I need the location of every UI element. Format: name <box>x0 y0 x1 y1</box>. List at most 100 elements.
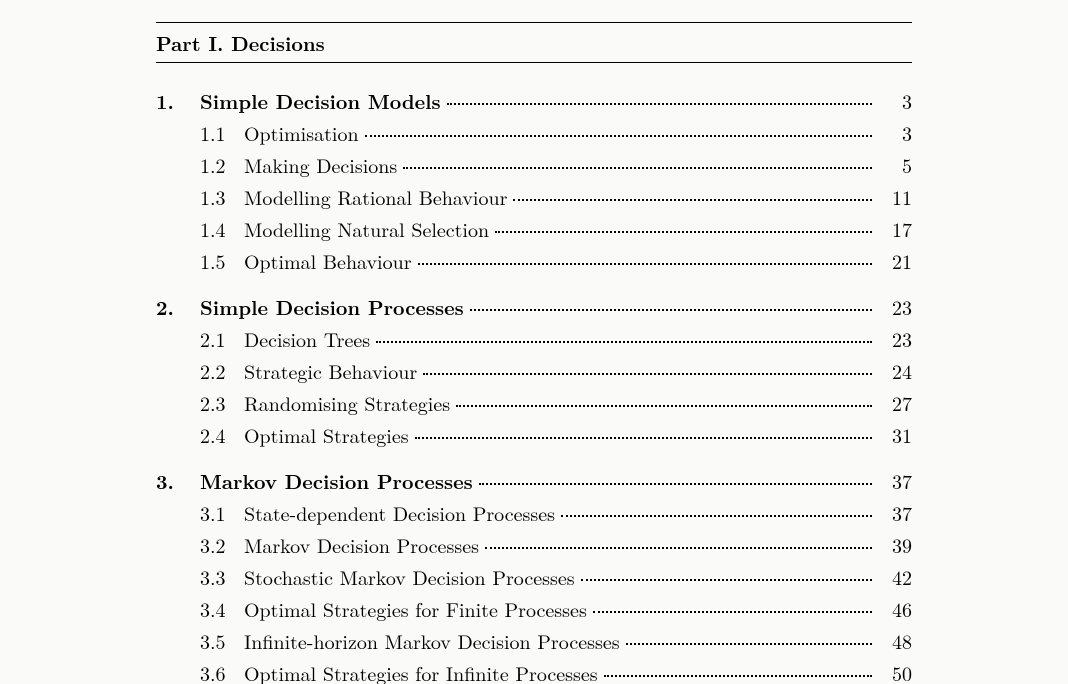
section-title: Optimisation <box>244 119 363 147</box>
section-title: Strategic Behaviour <box>244 357 421 385</box>
toc-section: 3.1State-dependent Decision Processes 37 <box>156 499 912 527</box>
section-title-wrap: Making Decisions <box>244 151 874 179</box>
dot-leader <box>513 199 872 201</box>
section-title: Making Decisions <box>244 151 401 179</box>
section-title: Optimal Strategies for Infinite Processe… <box>244 659 602 684</box>
toc-chapter: 3.Markov Decision Processes 37 <box>156 467 912 495</box>
section-number: 1.1 <box>200 119 244 147</box>
chapter-number: 2. <box>156 293 200 321</box>
dot-leader <box>456 405 872 407</box>
dot-leader <box>415 437 872 439</box>
section-number: 2.1 <box>200 325 244 353</box>
dot-leader <box>470 309 872 311</box>
toc-chapter: 2.Simple Decision Processes 23 <box>156 293 912 321</box>
section-page: 39 <box>874 531 912 559</box>
section-title-wrap: Randomising Strategies <box>244 389 874 417</box>
toc-section: 2.4Optimal Strategies 31 <box>156 421 912 449</box>
section-title: Stochastic Markov Decision Processes <box>244 563 579 591</box>
section-title-wrap: Stochastic Markov Decision Processes <box>244 563 874 591</box>
toc-section: 2.1Decision Trees 23 <box>156 325 912 353</box>
dot-leader <box>593 611 872 613</box>
section-title-wrap: Modelling Rational Behaviour <box>244 183 874 211</box>
section-page: 23 <box>874 325 912 353</box>
toc-section: 3.2Markov Decision Processes 39 <box>156 531 912 559</box>
section-number: 3.6 <box>200 659 244 684</box>
section-title: Modelling Rational Behaviour <box>244 183 511 211</box>
section-title: Randomising Strategies <box>244 389 454 417</box>
section-title-wrap: State-dependent Decision Processes <box>244 499 874 527</box>
section-title: Markov Decision Processes <box>244 531 483 559</box>
toc-section: 1.5Optimal Behaviour 21 <box>156 247 912 275</box>
dot-leader <box>365 135 872 137</box>
section-number: 1.4 <box>200 215 244 243</box>
chapter-title-wrap: Simple Decision Processes <box>200 293 874 321</box>
section-title: Optimal Behaviour <box>244 247 416 275</box>
section-title: Modelling Natural Selection <box>244 215 493 243</box>
section-number: 3.1 <box>200 499 244 527</box>
toc-section: 3.3Stochastic Markov Decision Processes … <box>156 563 912 591</box>
section-title-wrap: Modelling Natural Selection <box>244 215 874 243</box>
section-page: 42 <box>874 563 912 591</box>
dot-leader <box>447 103 872 105</box>
dot-leader <box>495 231 872 233</box>
chapter-number: 3. <box>156 467 200 495</box>
dot-leader <box>423 373 872 375</box>
section-number: 3.3 <box>200 563 244 591</box>
chapter-title-wrap: Simple Decision Models <box>200 87 874 115</box>
section-title: Optimal Strategies for Finite Processes <box>244 595 591 623</box>
section-page: 17 <box>874 215 912 243</box>
chapter-title: Simple Decision Processes <box>200 293 468 321</box>
dot-leader <box>479 483 872 485</box>
chapter-page: 3 <box>874 87 912 115</box>
section-page: 27 <box>874 389 912 417</box>
section-page: 3 <box>874 119 912 147</box>
section-title-wrap: Infinite-horizon Markov Decision Process… <box>244 627 874 655</box>
section-page: 31 <box>874 421 912 449</box>
chapter-title: Simple Decision Models <box>200 87 445 115</box>
chapter-page: 23 <box>874 293 912 321</box>
toc-body: 1.Simple Decision Models 31.1Optimisatio… <box>156 87 912 684</box>
section-number: 1.2 <box>200 151 244 179</box>
dot-leader <box>418 263 872 265</box>
section-title-wrap: Decision Trees <box>244 325 874 353</box>
section-title-wrap: Strategic Behaviour <box>244 357 874 385</box>
section-title: Infinite-horizon Markov Decision Process… <box>244 627 624 655</box>
section-title-wrap: Markov Decision Processes <box>244 531 874 559</box>
toc-chapter: 1.Simple Decision Models 3 <box>156 87 912 115</box>
chapter-number: 1. <box>156 87 200 115</box>
section-title-wrap: Optimisation <box>244 119 874 147</box>
toc-section: 2.2Strategic Behaviour 24 <box>156 357 912 385</box>
chapter-page: 37 <box>874 467 912 495</box>
section-number: 2.2 <box>200 357 244 385</box>
section-number: 3.5 <box>200 627 244 655</box>
section-number: 2.4 <box>200 421 244 449</box>
dot-leader <box>485 547 872 549</box>
section-page: 50 <box>874 659 912 684</box>
dot-leader <box>581 579 872 581</box>
section-number: 3.4 <box>200 595 244 623</box>
section-page: 46 <box>874 595 912 623</box>
chapter-title-wrap: Markov Decision Processes <box>200 467 874 495</box>
part-title: Part I. Decisions <box>156 28 325 57</box>
toc-section: 1.1Optimisation 3 <box>156 119 912 147</box>
section-title-wrap: Optimal Strategies for Infinite Processe… <box>244 659 874 684</box>
section-number: 3.2 <box>200 531 244 559</box>
section-title-wrap: Optimal Strategies for Finite Processes <box>244 595 874 623</box>
section-page: 11 <box>874 183 912 211</box>
toc-section: 2.3Randomising Strategies 27 <box>156 389 912 417</box>
section-title: Optimal Strategies <box>244 421 413 449</box>
section-number: 1.3 <box>200 183 244 211</box>
dot-leader <box>376 341 872 343</box>
section-page: 37 <box>874 499 912 527</box>
part-header: Part I. Decisions <box>156 22 912 63</box>
section-title: State-dependent Decision Processes <box>244 499 559 527</box>
dot-leader <box>604 675 872 677</box>
toc-section: 1.4Modelling Natural Selection 17 <box>156 215 912 243</box>
section-page: 21 <box>874 247 912 275</box>
dot-leader <box>403 167 872 169</box>
section-title: Decision Trees <box>244 325 374 353</box>
section-number: 1.5 <box>200 247 244 275</box>
dot-leader <box>561 515 872 517</box>
toc-section: 1.2Making Decisions 5 <box>156 151 912 179</box>
toc-page: Part I. Decisions 1.Simple Decision Mode… <box>0 0 1068 684</box>
